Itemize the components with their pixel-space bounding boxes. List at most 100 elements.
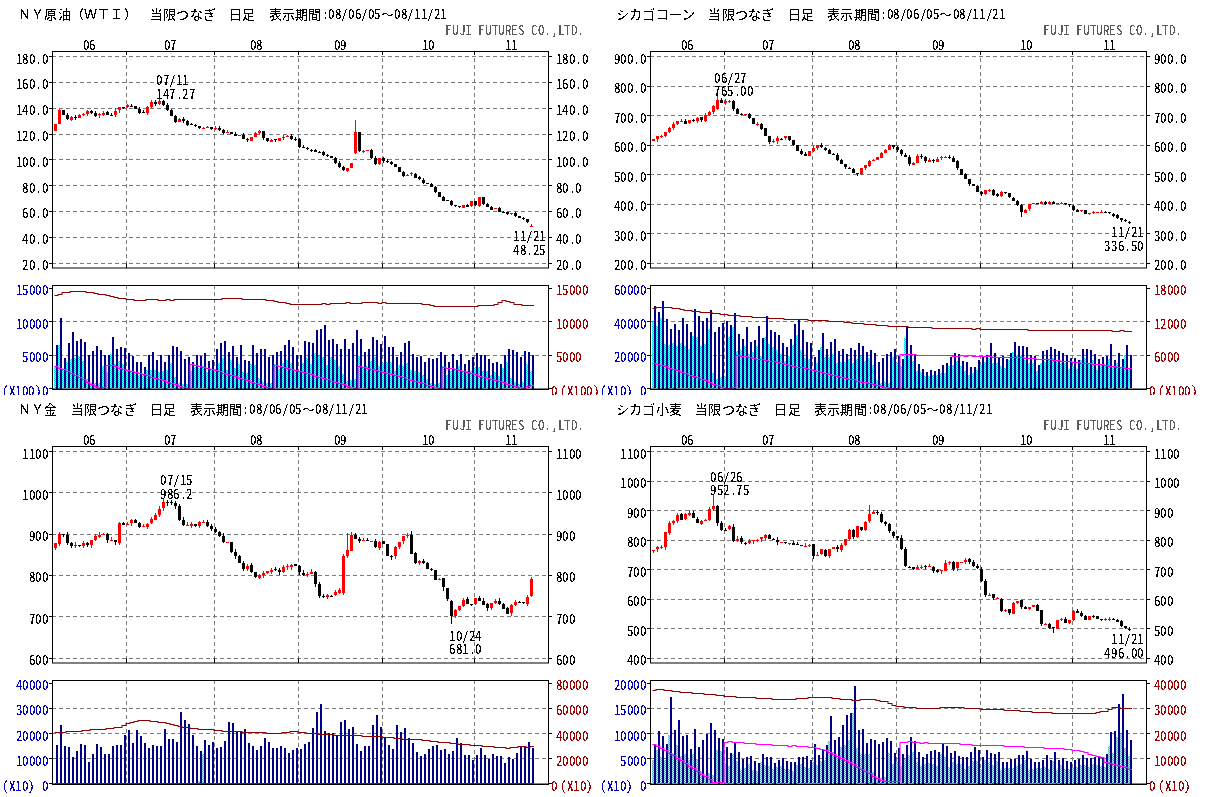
volume-axis-label-left: 60000: [606, 279, 646, 296]
price-axis-label-right: 800: [556, 566, 580, 583]
price-axis-label-left: 600.0: [606, 136, 646, 153]
bitmap-text: [1154, 477, 1179, 488]
chart-title: シカゴ小麦 当限つなぎ 日足 表示期間:08/06/05～08/11/21: [616, 399, 1013, 416]
bitmap-text: [557, 352, 581, 362]
price-axis-label-left: 500: [622, 619, 646, 636]
bitmap-text: [620, 448, 646, 459]
month-label-text: [84, 434, 95, 445]
volume-axis-label-right: 6000: [1153, 346, 1185, 363]
price-axis-label-right: 60.0: [556, 202, 588, 219]
bitmap-text: [1154, 285, 1186, 295]
total-volume-bars: [653, 301, 1132, 389]
bitmap-text: [30, 654, 48, 665]
bitmap-text: [23, 352, 48, 362]
price-axis-label-left: 200.0: [606, 254, 646, 271]
bitmap-text: [714, 73, 746, 85]
bitmap-text: [557, 613, 575, 624]
chart-title: ＮＹ金 当限つなぎ 日足 表示期間:08/06/05～08/11/21: [18, 399, 389, 416]
bitmap-text: [614, 352, 646, 362]
month-label: 09: [931, 429, 947, 446]
chart-chicago-wheat: シカゴ小麦 当限つなぎ 日足 表示期間:08/06/05～08/11/21 FU…: [598, 395, 1205, 797]
bitmap-text: [1154, 536, 1173, 547]
bitmap-text: [514, 231, 545, 243]
month-label: 10: [1019, 429, 1035, 446]
price-axis-label-left: 160.0: [9, 74, 49, 91]
price-axis-label-right: 1100: [1153, 442, 1185, 459]
grid-lines: [649, 445, 1146, 783]
price-axis-label-right: 600.0: [1153, 136, 1193, 153]
month-label-text: [423, 40, 434, 50]
month-label: 07: [164, 34, 180, 51]
volume-axis-label-right: 12000: [1153, 313, 1193, 330]
volume-axis-label-left: 20000: [606, 674, 646, 691]
chicago-corn-plot: [601, 8, 1196, 395]
volume-axis-label-left: 30000: [9, 699, 49, 716]
bitmap-text: [17, 704, 48, 715]
bitmap-text: [614, 704, 646, 715]
price-axis-label-left: 120.0: [9, 125, 49, 142]
volume-axis-label-right: 0 (X10): [1153, 774, 1205, 791]
month-label: 10: [1019, 34, 1035, 51]
bitmap-text: [23, 260, 48, 270]
bitmap-text: [157, 75, 188, 87]
volume-axis-label-left: 40000: [606, 313, 646, 330]
price-axis-label-left: 300.0: [606, 225, 646, 242]
price-axis-label-left: 700.0: [606, 107, 646, 124]
price-axis-label-right: 700: [1153, 560, 1177, 577]
bitmap-text: [513, 245, 545, 255]
price-axis-label-right: 800: [1153, 531, 1177, 548]
price-axis-label-left: 20.0: [17, 254, 49, 271]
bitmap-text: [23, 208, 48, 218]
bitmap-text: [1154, 352, 1179, 362]
bitmap-text: [710, 471, 742, 484]
month-label-text: [932, 40, 944, 50]
bitmap-text: [557, 183, 581, 193]
bitmap-text: [557, 319, 588, 329]
bitmap-text: [450, 643, 481, 654]
bitmap-text: [4, 385, 40, 395]
volume-right-unit-text: [1159, 385, 1196, 395]
month-label-text: [681, 40, 693, 50]
total-open-interest-line: [54, 291, 534, 307]
price-axis-label-left: 500.0: [606, 166, 646, 183]
bitmap-text: [614, 730, 646, 741]
bitmap-text: [557, 54, 588, 64]
price-axis-label-right: 160.0: [556, 74, 596, 91]
volume-axis-label-left: 15000: [9, 279, 49, 296]
month-label: 08: [250, 429, 266, 446]
price-axis-label-left: 600: [25, 649, 49, 666]
chart-title-text: [21, 402, 367, 416]
price-axis-label-left: 900.0: [606, 48, 646, 65]
bitmap-text: [557, 530, 575, 541]
down-candles: [683, 98, 1131, 224]
bitmap-text: [1154, 83, 1186, 93]
month-label: 09: [931, 34, 947, 51]
front-month-open-interest-line: [651, 353, 1132, 390]
bitmap-text: [557, 208, 581, 218]
company-credit-text: [446, 419, 581, 432]
price-axis-label-right: 900: [1153, 501, 1177, 518]
price-axis-label-left: 800: [622, 531, 646, 548]
price-axis-label-right: 600: [556, 649, 580, 666]
axes-frame: [49, 51, 552, 390]
month-label-text: [506, 434, 517, 445]
bitmap-text: [1154, 625, 1173, 636]
bitmap-text: [627, 507, 646, 518]
month-label: 08: [847, 429, 863, 446]
month-label: 06: [83, 429, 99, 446]
price-axis-label-right: 40.0: [556, 228, 588, 245]
bitmap-text: [22, 234, 48, 244]
month-label-text: [681, 434, 693, 445]
chart-title-text: [617, 8, 1005, 21]
bitmap-text: [557, 260, 581, 270]
annotation-last-value: 48.25: [506, 239, 546, 256]
price-axis-label-left: 100.0: [9, 151, 49, 168]
bitmap-text: [557, 704, 588, 715]
bitmap-text: [30, 530, 48, 541]
volume-axis-label-right: 30000: [1153, 699, 1193, 716]
bitmap-text: [17, 54, 48, 64]
bitmap-text: [620, 755, 646, 766]
bitmap-text: [23, 183, 48, 193]
month-label-text: [251, 40, 262, 50]
month-label-text: [423, 434, 434, 445]
